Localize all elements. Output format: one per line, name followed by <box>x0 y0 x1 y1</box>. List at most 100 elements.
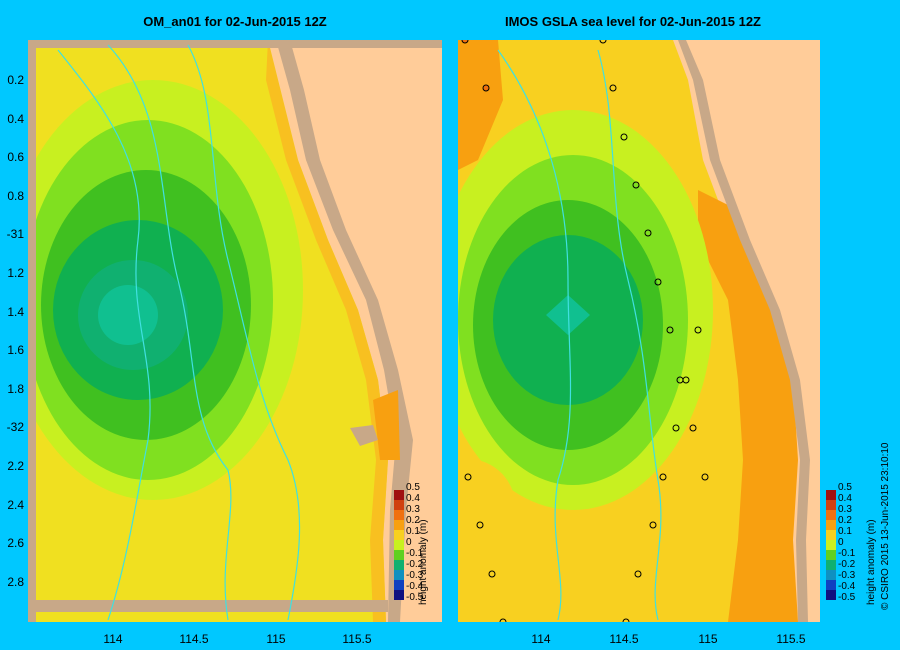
latitude-tick: -31 <box>6 227 24 242</box>
longitude-tick-right: 115.5 <box>776 632 806 646</box>
observation-points <box>461 40 709 622</box>
colorbar-swatch <box>394 580 404 590</box>
colorbar-swatch <box>826 500 836 510</box>
colorbar-tick: -0.2 <box>406 559 424 570</box>
colorbar-tick: 0.1 <box>838 526 852 537</box>
obs-point <box>682 376 690 384</box>
colorbar-tick: 0.2 <box>406 515 420 526</box>
frame-top <box>28 40 442 48</box>
obs-point <box>634 570 642 578</box>
colorbar-tick: -0.4 <box>406 581 424 592</box>
colorbar-swatch <box>826 550 836 560</box>
frame-bottom <box>28 600 388 612</box>
colorbar-swatch <box>826 590 836 600</box>
colorbar-tick: 0.4 <box>838 493 852 504</box>
obs-point <box>659 473 667 481</box>
eddy-core <box>98 285 158 345</box>
longitude-tick-left: 115 <box>266 632 286 646</box>
colorbar-right-title: height anomaly (m) <box>866 519 877 605</box>
colorbar-left <box>394 490 404 600</box>
obs-point <box>672 424 680 432</box>
latitude-tick: 0.4 <box>7 111 24 126</box>
colorbar-swatch <box>826 540 836 550</box>
longitude-tick-right: 115 <box>698 632 718 646</box>
obs-point <box>620 133 628 141</box>
colorbar-tick: -0.3 <box>838 570 856 581</box>
longitude-tick-left: 114 <box>103 632 123 646</box>
colorbar-right <box>826 490 836 600</box>
colorbar-tick: 0.1 <box>406 526 420 537</box>
colorbar-tick: -0.2 <box>838 559 856 570</box>
colorbar-swatch <box>826 510 836 520</box>
colorbar-tick: -0.4 <box>838 581 856 592</box>
land-inner <box>686 40 820 622</box>
colorbar-tick: -0.3 <box>406 570 424 581</box>
obs-point <box>461 40 469 44</box>
latitude-tick: 2.8 <box>7 574 24 589</box>
obs-point <box>499 618 507 622</box>
colorbar-tick: -0.5 <box>838 592 856 603</box>
colorbar-swatch <box>826 560 836 570</box>
coastal-high <box>373 390 400 460</box>
latitude-tick: 1.4 <box>7 304 24 319</box>
colorbar-tick: 0 <box>406 537 412 548</box>
colorbar-tick: 0.3 <box>838 504 852 515</box>
right-map-title: IMOS GSLA sea level for 02-Jun-2015 12Z <box>504 14 761 29</box>
obs-point <box>609 84 617 92</box>
latitude-tick: 0.6 <box>7 150 24 165</box>
obs-point <box>482 84 490 92</box>
frame-left <box>28 40 36 622</box>
obs-point <box>622 618 630 622</box>
copyright-credit: © CSIRO 2015 13-Jun-2015 23:10:10 <box>880 442 891 610</box>
colorbar-swatch <box>826 530 836 540</box>
latitude-tick: 0.2 <box>7 73 24 87</box>
contour-line <box>597 49 662 621</box>
coastal-anomaly <box>266 40 388 622</box>
latitude-tick: 2.4 <box>7 497 24 512</box>
obs-point <box>701 473 709 481</box>
latitude-tick: 1.2 <box>7 266 24 280</box>
colorbar-swatch <box>394 520 404 530</box>
colorbar-tick: -0.5 <box>406 592 424 603</box>
longitude-tick-right: 114.5 <box>609 632 639 646</box>
colorbar-swatch <box>394 540 404 550</box>
colorbar-swatch <box>394 490 404 500</box>
contour-line <box>497 49 572 621</box>
colorbar-tick: 0.5 <box>838 482 852 493</box>
colorbar-left-title: height anomaly (m) <box>418 519 429 605</box>
colorbar-left-ticks: 0.5 0.4 0.3 0.2 0.1 0 -0.1 -0.2 -0.3 -0.4 -0.5 <box>406 483 423 604</box>
colorbar-swatch <box>394 530 404 540</box>
obs-point <box>599 40 607 44</box>
obs-point <box>689 424 697 432</box>
colorbar-swatch <box>826 520 836 530</box>
longitude-tick-left: 114.5 <box>179 632 209 646</box>
obs-point <box>644 229 652 237</box>
obs-point <box>476 521 484 529</box>
colorbar-swatch <box>394 570 404 580</box>
colorbar-tick: 0.3 <box>406 504 420 515</box>
left-map-svg <box>28 40 442 622</box>
contour-line <box>187 44 301 621</box>
contour-line <box>57 49 151 621</box>
colorbar-tick: -0.1 <box>406 548 424 559</box>
longitude-tick-left: 115.5 <box>342 632 372 646</box>
contour-line <box>107 44 232 621</box>
colorbar-tick: 0.4 <box>406 493 420 504</box>
obs-point <box>694 326 702 334</box>
obs-point <box>654 278 662 286</box>
colorbar-swatch <box>826 580 836 590</box>
obs-point <box>488 570 496 578</box>
colorbar-tick: 0.2 <box>838 515 852 526</box>
latitude-tick: 1.8 <box>7 381 24 396</box>
obs-point <box>632 181 640 189</box>
colorbar-swatch <box>394 590 404 600</box>
obs-point <box>464 473 472 481</box>
latitude-tick: 2.6 <box>7 536 24 551</box>
latitude-tick: 0.8 <box>7 188 24 203</box>
latitude-tick: 1.6 <box>7 343 24 358</box>
colorbar-swatch <box>826 490 836 500</box>
sw-patch <box>458 460 516 542</box>
obs-point <box>666 326 674 334</box>
left-map-title: OM_an01 for 02-Jun-2015 12Z <box>143 14 327 29</box>
left-map-panel <box>28 40 442 622</box>
